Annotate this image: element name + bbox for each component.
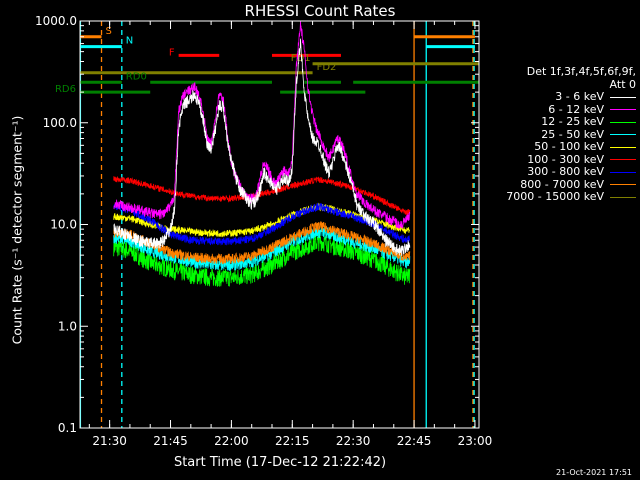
x-tick-label: 21:30 bbox=[92, 434, 127, 448]
legend-entry: 50 - 100 keV bbox=[484, 140, 636, 154]
flag-label-s: S bbox=[106, 26, 112, 37]
flag-label-rd0: RD0 bbox=[126, 71, 147, 82]
x-tick-label: 22:15 bbox=[275, 434, 310, 448]
series-line-12-25kev bbox=[113, 233, 411, 287]
x-tick-label: 22:00 bbox=[214, 434, 249, 448]
legend-swatch bbox=[610, 171, 636, 173]
series-line-6-12kev bbox=[113, 20, 411, 230]
y-tick-label: 0.1 bbox=[58, 421, 77, 435]
legend-label: 100 - 300 keV bbox=[527, 152, 604, 166]
legend-label: 25 - 50 keV bbox=[541, 127, 604, 141]
legend-label: 6 - 12 keV bbox=[548, 102, 604, 116]
legend-entry: 12 - 25 keV bbox=[484, 115, 636, 129]
legend-swatch bbox=[610, 196, 636, 198]
legend-entry: 100 - 300 keV bbox=[484, 152, 636, 167]
flag-label-n: N bbox=[126, 36, 133, 47]
legend-swatch bbox=[610, 134, 636, 136]
y-tick-label: 1000.0 bbox=[35, 14, 77, 28]
flag-label-f: F bbox=[169, 47, 175, 58]
chart-title: RHESSI Count Rates bbox=[244, 2, 396, 20]
legend-label: 7000 - 15000 keV bbox=[506, 190, 604, 203]
series-line-300-800kev bbox=[113, 202, 411, 246]
legend-swatch bbox=[610, 159, 636, 161]
x-tick-label: 21:45 bbox=[153, 434, 188, 448]
legend-label: 12 - 25 keV bbox=[541, 115, 604, 128]
legend-label: 50 - 100 keV bbox=[534, 140, 604, 153]
legend-entry: 800 - 7000 keV bbox=[484, 177, 636, 192]
legend-label: 3 - 6 keV bbox=[555, 90, 604, 103]
series-line-3-6kev bbox=[113, 38, 411, 256]
legend-label: 300 - 800 keV bbox=[527, 165, 604, 178]
y-tick-label: 1.0 bbox=[58, 319, 77, 333]
legend-swatch bbox=[610, 121, 636, 123]
legend-swatch bbox=[610, 146, 636, 148]
legend-entry: 3 - 6 keV bbox=[484, 90, 636, 104]
flag-label-fd2: FD2 bbox=[317, 62, 337, 73]
legend-entry: 6 - 12 keV bbox=[484, 102, 636, 117]
y-tick-label: 100.0 bbox=[43, 116, 77, 130]
legend-attenuator: Att 0 bbox=[609, 77, 636, 91]
y-axis-label: Count Rate (s⁻¹ detector segment⁻¹) bbox=[9, 115, 25, 345]
x-tick-label: 22:30 bbox=[336, 434, 371, 448]
y-tick-label: 10.0 bbox=[50, 218, 77, 232]
legend-swatch bbox=[610, 96, 636, 98]
legend-entry: 300 - 800 keV bbox=[484, 165, 636, 179]
legend-entry: 7000 - 15000 keV bbox=[484, 190, 636, 204]
legend-swatch bbox=[610, 109, 636, 111]
timestamp: 21-Oct-2021 17:51 bbox=[556, 468, 632, 477]
legend-label: 800 - 7000 keV bbox=[520, 177, 604, 191]
legend-detectors: Det 1f,3f,4f,5f,6f,9f, bbox=[526, 65, 636, 78]
legend-entry: 25 - 50 keV bbox=[484, 127, 636, 142]
flag-label-rd6: RD6 bbox=[55, 84, 76, 95]
x-tick-label: 22:45 bbox=[397, 434, 432, 448]
legend-swatch bbox=[610, 184, 636, 186]
flag-label-fd1: FD1 bbox=[291, 53, 311, 64]
x-axis-label: Start Time (17-Dec-12 21:22:42) bbox=[173, 455, 387, 470]
x-tick-label: 23:00 bbox=[458, 434, 493, 448]
legend: Det 1f,3f,4f,5f,6f,9f, Att 0 3 - 6 keV 6 … bbox=[484, 65, 636, 204]
series-line-800-7000kev bbox=[113, 221, 411, 265]
series-line-100-300kev bbox=[113, 176, 411, 217]
